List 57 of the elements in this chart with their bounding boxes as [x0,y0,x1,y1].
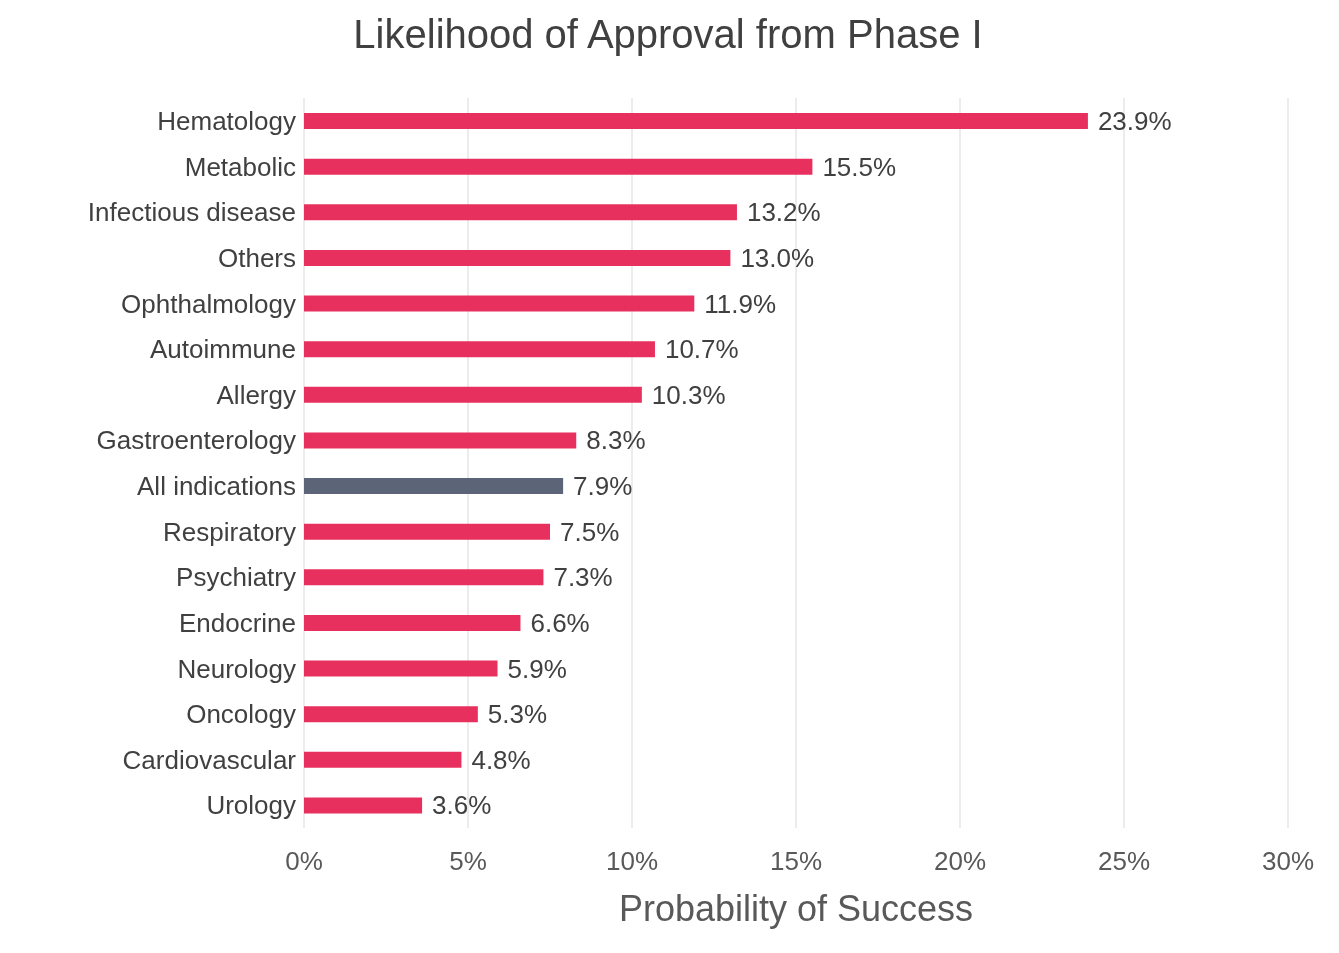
bar [304,341,655,358]
chart-title: Likelihood of Approval from Phase I [352,12,984,57]
data-label: 10.3% [651,379,726,410]
y-tick-label: Allergy [216,379,296,410]
data-label: 5.9% [507,653,567,684]
bar [304,660,498,677]
bar [304,797,423,814]
data-label: 3.6% [432,790,492,821]
x-tick-label: 20% [933,846,987,877]
bar [304,158,813,175]
data-label: 6.6% [530,607,590,638]
data-label: 15.5% [822,151,897,182]
x-tick-label: 15% [769,846,823,877]
y-tick-label: Endocrine [178,607,296,638]
x-axis-title: Probability of Success [617,888,975,930]
y-tick-label: Cardiovascular [122,744,297,775]
x-tick-label: 25% [1097,846,1151,877]
data-label: 23.9% [1097,106,1172,136]
y-tick-label: Gastroenterology [96,425,296,456]
x-tick-label: 30% [1261,846,1315,877]
bar [304,569,544,586]
bar [304,751,462,768]
y-tick-label: Psychiatry [176,562,296,593]
y-tick-label: Oncology [186,699,296,730]
data-label: 11.9% [704,288,777,319]
bar [304,204,737,221]
bar [304,478,564,494]
y-tick-label: Urology [206,790,296,821]
y-tick-label: Hematology [157,106,296,137]
bar [304,386,642,403]
x-tick-label: 5% [449,846,487,877]
y-tick-label: Infectious disease [87,197,296,228]
bar [304,113,1088,129]
bar [304,614,521,631]
bar [304,295,695,312]
data-label: 5.3% [487,699,548,730]
x-tick-label: 0% [285,846,323,877]
data-label: 10.7% [664,334,739,365]
data-label: 8.3% [586,425,646,456]
bar [304,249,731,266]
data-label: 4.8% [471,744,531,775]
y-tick-label: Metabolic [184,151,296,182]
bar [304,706,478,723]
bar [304,432,577,449]
y-tick-label: Neurology [177,653,296,684]
y-tick-label: Others [217,242,296,273]
y-tick-label: Ophthalmology [121,288,296,319]
data-label: 13.0% [740,242,815,273]
data-label: 13.2% [746,197,821,228]
y-tick-label: Autoimmune [150,334,296,365]
bar [304,523,550,540]
y-tick-label: All indications [137,471,296,502]
y-tick-label: Respiratory [163,516,296,547]
data-label: 7.3% [553,562,613,593]
data-label: 7.5% [560,516,620,547]
x-tick-label: 10% [605,846,659,877]
data-label: 7.9% [573,471,633,501]
